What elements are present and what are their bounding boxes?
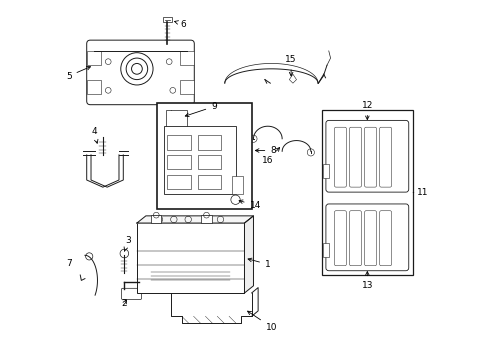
Text: 1: 1 <box>247 258 270 269</box>
Bar <box>167 175 190 189</box>
FancyBboxPatch shape <box>334 127 346 187</box>
Bar <box>86 51 101 65</box>
Bar <box>180 80 194 94</box>
Text: 4: 4 <box>91 127 98 143</box>
FancyBboxPatch shape <box>364 127 376 187</box>
FancyBboxPatch shape <box>379 211 391 266</box>
Polygon shape <box>244 216 253 293</box>
Polygon shape <box>289 74 296 83</box>
Text: 9: 9 <box>185 102 217 117</box>
Bar <box>323 164 328 179</box>
Text: 11: 11 <box>412 188 427 197</box>
Bar <box>151 215 161 223</box>
Bar <box>323 243 328 257</box>
FancyBboxPatch shape <box>379 127 391 187</box>
Text: 2: 2 <box>122 299 127 308</box>
FancyBboxPatch shape <box>334 211 346 266</box>
Bar <box>86 80 101 94</box>
Bar <box>201 215 211 223</box>
Text: 14: 14 <box>239 200 261 210</box>
Text: 8: 8 <box>255 146 276 155</box>
Text: 7: 7 <box>66 259 72 268</box>
Bar <box>198 175 221 189</box>
Text: 16: 16 <box>262 148 279 165</box>
Bar <box>167 135 190 149</box>
FancyBboxPatch shape <box>325 204 408 271</box>
Text: 6: 6 <box>174 19 186 28</box>
Text: 15: 15 <box>285 55 296 76</box>
FancyBboxPatch shape <box>364 211 376 266</box>
Text: 3: 3 <box>124 237 131 251</box>
Bar <box>156 103 251 209</box>
FancyBboxPatch shape <box>86 40 194 105</box>
Text: 13: 13 <box>361 271 372 290</box>
FancyBboxPatch shape <box>349 211 361 266</box>
Bar <box>198 155 221 169</box>
Text: 5: 5 <box>66 67 90 81</box>
FancyBboxPatch shape <box>349 127 361 187</box>
Bar <box>163 126 235 194</box>
Bar <box>180 51 194 65</box>
FancyBboxPatch shape <box>121 288 142 300</box>
Bar <box>167 155 190 169</box>
Polygon shape <box>137 216 253 223</box>
Bar <box>163 17 171 22</box>
FancyBboxPatch shape <box>325 120 408 192</box>
Text: 10: 10 <box>247 311 277 332</box>
Bar <box>165 110 187 128</box>
Bar <box>198 135 221 149</box>
Text: 12: 12 <box>361 101 372 120</box>
Bar <box>137 223 244 293</box>
Bar <box>321 110 412 275</box>
Bar <box>231 176 242 194</box>
